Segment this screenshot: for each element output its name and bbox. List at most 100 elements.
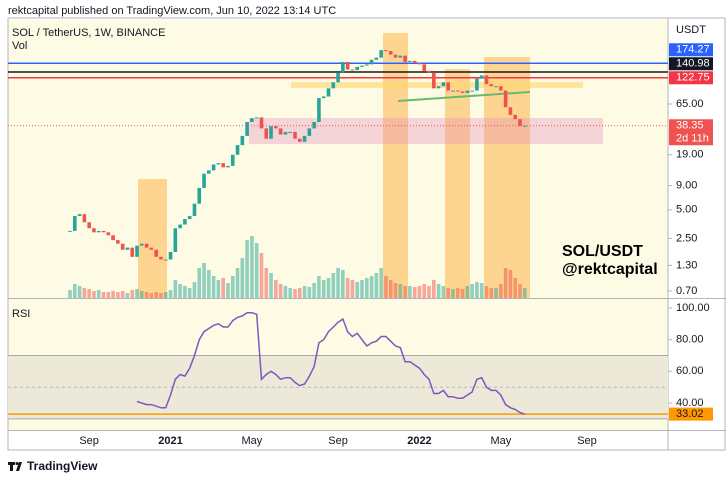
volume-bar bbox=[269, 273, 273, 298]
volume-bar bbox=[87, 289, 91, 298]
level-label-box bbox=[669, 57, 713, 71]
volume-bar bbox=[135, 289, 139, 298]
volume-bar bbox=[250, 236, 254, 298]
volume-bar bbox=[398, 284, 403, 298]
volume-bar bbox=[446, 288, 450, 298]
level-label-box bbox=[669, 43, 713, 57]
candle-body bbox=[317, 98, 321, 123]
currency-label: USDT bbox=[676, 24, 706, 36]
volume-bar bbox=[72, 284, 77, 298]
candle-body bbox=[403, 55, 407, 62]
volume-bar bbox=[307, 287, 312, 298]
candle-body bbox=[140, 243, 144, 246]
volume-bar bbox=[475, 282, 479, 298]
volume-bar bbox=[417, 286, 422, 298]
volume-bar bbox=[331, 273, 336, 298]
volume-bar bbox=[149, 293, 154, 298]
candle-body bbox=[283, 131, 288, 135]
volume-bar bbox=[427, 286, 431, 298]
candle-body bbox=[144, 243, 149, 248]
volume-bar bbox=[297, 288, 302, 298]
volume-bar bbox=[106, 292, 111, 298]
volume-bar bbox=[360, 280, 364, 298]
x-tick-label: Sep bbox=[577, 435, 597, 447]
highlight-zone bbox=[138, 179, 167, 298]
candle-body bbox=[163, 259, 168, 261]
tradingview-logo bbox=[8, 462, 22, 471]
candle-body bbox=[475, 78, 479, 91]
candle-body bbox=[408, 60, 412, 62]
candle-body bbox=[116, 240, 120, 244]
volume-bar bbox=[321, 280, 326, 298]
y-tick-label: 5.00 bbox=[676, 204, 697, 216]
level-label-box bbox=[669, 71, 713, 85]
volume-bar bbox=[125, 293, 130, 298]
volume-label: Vol bbox=[12, 40, 27, 52]
candle-body bbox=[197, 187, 202, 204]
candle-body bbox=[274, 126, 278, 129]
volume-bar bbox=[274, 280, 278, 298]
volume-bar bbox=[120, 291, 125, 298]
volume-bar bbox=[484, 286, 489, 298]
candle-body bbox=[312, 122, 316, 129]
y-tick-label: 19.00 bbox=[676, 149, 704, 161]
volume-bar bbox=[163, 292, 168, 298]
volume-bar bbox=[345, 278, 350, 298]
volume-bar bbox=[173, 280, 178, 298]
candle-body bbox=[245, 122, 249, 136]
candle-body bbox=[460, 91, 465, 93]
candle-body bbox=[226, 165, 230, 168]
volume-bar bbox=[207, 270, 211, 298]
candle-body bbox=[216, 163, 221, 165]
candle-body bbox=[355, 66, 360, 71]
candle-body bbox=[154, 249, 158, 257]
rsi-last-label: 33.02 bbox=[676, 408, 704, 420]
chart-frame bbox=[7, 17, 726, 451]
x-tick-label: 2022 bbox=[407, 435, 431, 447]
logo-shape bbox=[10, 462, 13, 471]
candle-body bbox=[369, 59, 374, 65]
rsi-line bbox=[136, 311, 526, 415]
volume-bar bbox=[350, 280, 355, 298]
volume-bar bbox=[111, 291, 115, 298]
candle-body bbox=[211, 164, 216, 171]
candle-body bbox=[125, 247, 130, 250]
current-price-label: 38.35 bbox=[676, 120, 704, 132]
candle-body bbox=[202, 173, 206, 188]
volume-bar bbox=[168, 290, 173, 298]
volume-bar bbox=[68, 290, 72, 298]
candle-body bbox=[455, 90, 460, 92]
candle-body bbox=[345, 61, 350, 70]
volume-bar bbox=[403, 286, 407, 298]
trend-line bbox=[397, 91, 531, 102]
candle-body bbox=[513, 114, 517, 120]
candle-body bbox=[321, 96, 326, 99]
y-tick-label: 9.00 bbox=[676, 179, 697, 191]
candle-body bbox=[250, 118, 254, 123]
y-tick-label: 2.50 bbox=[676, 232, 697, 244]
volume-bar bbox=[283, 286, 288, 298]
volume-bar bbox=[513, 278, 517, 298]
x-tick-label: 2021 bbox=[158, 435, 182, 447]
volume-bar bbox=[355, 282, 360, 298]
candle-body bbox=[331, 82, 336, 89]
volume-bar bbox=[388, 280, 393, 298]
volume-bar bbox=[221, 278, 225, 298]
candle-body bbox=[341, 61, 345, 73]
candle-body bbox=[427, 70, 431, 73]
watermark: @rektcapital bbox=[562, 261, 658, 278]
candle-body bbox=[436, 86, 441, 89]
volume-bar bbox=[154, 292, 158, 298]
volume-bar bbox=[211, 276, 216, 298]
volume-bar bbox=[369, 276, 374, 298]
volume-bar bbox=[470, 284, 474, 298]
volume-bar bbox=[441, 286, 446, 298]
candle-body bbox=[120, 243, 125, 250]
candle-body bbox=[465, 90, 470, 93]
volume-bar bbox=[144, 292, 149, 298]
volume-bar bbox=[479, 283, 484, 298]
volume-bar bbox=[503, 268, 508, 298]
candle-body bbox=[269, 126, 273, 139]
volume-bar bbox=[240, 258, 245, 298]
